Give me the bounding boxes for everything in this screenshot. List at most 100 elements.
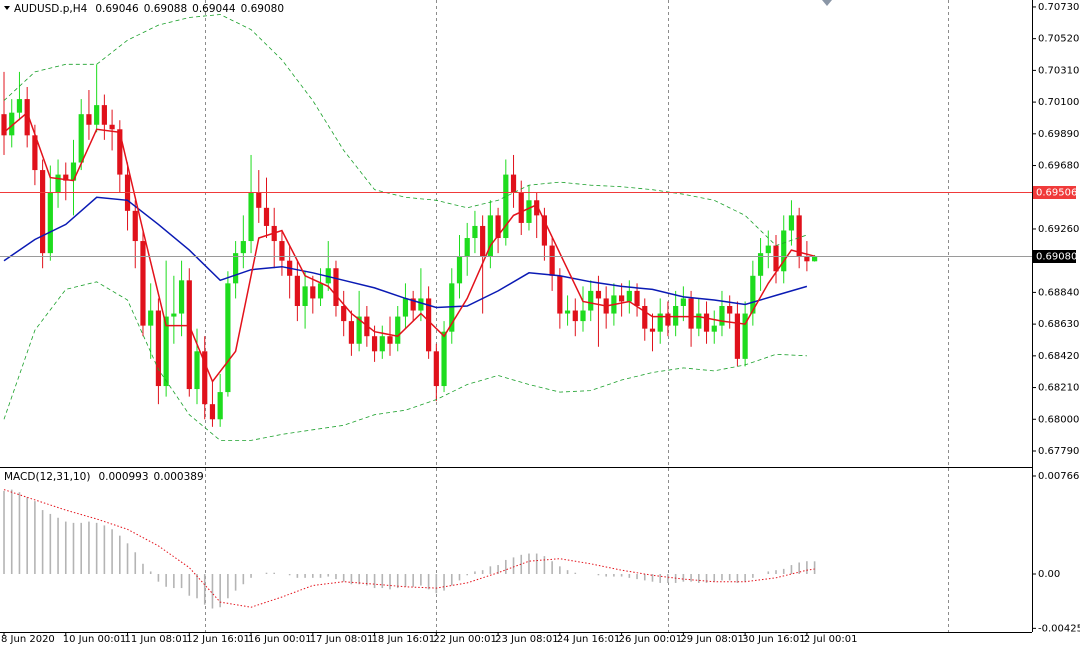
candle-body (109, 124, 115, 130)
candle-body (418, 298, 424, 311)
candle-body (256, 192, 262, 208)
candle-body (395, 316, 401, 344)
level-label-box (1033, 250, 1076, 263)
candle-body (557, 275, 563, 314)
candle-body (518, 192, 524, 223)
x-tick-label: 2 Jul 00:01 (804, 634, 858, 645)
candle-body (680, 298, 686, 306)
candle-body (32, 135, 38, 171)
y-tick-label: 0.68630 (1038, 319, 1079, 330)
candle-body (703, 313, 710, 332)
candle-body (426, 298, 432, 352)
candle-body (40, 170, 46, 254)
x-tick-label: 23 Jun 08:01 (495, 634, 559, 645)
candle-body (642, 305, 648, 329)
info-value: 0.69080 (241, 3, 284, 15)
candle-body (310, 286, 316, 299)
level-label-box (1033, 186, 1076, 199)
candle-body (804, 256, 810, 262)
candle-body (588, 290, 594, 311)
candle-body (132, 210, 138, 242)
candle-body (333, 268, 339, 306)
y-tick-label: 0.67790 (1038, 446, 1079, 457)
info-value: 0.69046 (95, 3, 139, 15)
candle-body (665, 313, 671, 326)
candle-body (456, 256, 463, 284)
x-tick-label: 26 Jun 00:01 (619, 634, 683, 645)
candle-body (503, 174, 509, 239)
candle-body (788, 215, 795, 231)
candle-body (711, 325, 717, 332)
candle-body (773, 245, 779, 272)
candle-body (16, 99, 23, 113)
candle-body (480, 225, 486, 257)
x-tick-label: 30 Jun 16:01 (742, 634, 806, 645)
x-tick-label: 11 Jun 08:01 (125, 634, 189, 645)
candle-body (371, 336, 378, 352)
candle-body (78, 114, 84, 163)
y-tick-label: 0.68000 (1038, 414, 1079, 425)
candle-body (449, 283, 455, 332)
candle-body (217, 392, 223, 420)
info-value: 0.000389 (154, 471, 204, 483)
candle-body (86, 114, 92, 125)
x-tick-label: 17 Jun 08:01 (310, 634, 374, 645)
candle-body (433, 351, 439, 387)
candle-body (117, 129, 123, 175)
y-tick-label: -0.004252 (1038, 623, 1080, 634)
y-tick-label: 0.69680 (1038, 161, 1079, 172)
candle-body (696, 313, 702, 329)
candle-body (472, 225, 478, 239)
info-value: 0.69044 (192, 3, 236, 15)
signal-line (3, 489, 815, 608)
candle-body (727, 305, 733, 314)
candle-body (294, 275, 300, 306)
candle-body (202, 351, 208, 405)
x-tick-label: 18 Jun 16:01 (372, 634, 436, 645)
candle-body (719, 305, 725, 326)
candle-body (549, 245, 555, 276)
x-tick-label: 10 Jun 00:01 (63, 634, 127, 645)
shift-marker[interactable] (822, 0, 832, 6)
candle-body (796, 215, 802, 257)
candle-body (317, 283, 324, 299)
candle-body (9, 112, 15, 136)
candle-body (55, 174, 61, 193)
candle-body (402, 298, 409, 317)
y-tick-label: 0.68840 (1038, 287, 1079, 298)
candle-body (487, 215, 493, 257)
candle-body (564, 310, 571, 314)
y-tick-label: 0.007666 (1038, 471, 1080, 482)
info-value: 0.69088 (144, 3, 187, 15)
candle-body (495, 215, 501, 239)
candle-body (734, 313, 741, 359)
x-tick-label: 22 Jun 00:01 (433, 634, 497, 645)
candle-body (148, 310, 154, 326)
candle-body (94, 105, 100, 125)
candle-body (163, 316, 169, 387)
candle-body (70, 162, 77, 181)
candle-body (24, 99, 30, 136)
candle-body (742, 313, 748, 359)
candle-body (348, 321, 355, 344)
symbol-title: AUDUSD.p,H4 (14, 3, 88, 15)
moving-average (3, 111, 815, 383)
x-tick-label: 16 Jun 00:01 (248, 634, 312, 645)
candle-body (101, 105, 107, 125)
candle-body (750, 275, 756, 314)
candle-body (765, 245, 771, 254)
candle-body (673, 305, 679, 326)
candle-body (263, 207, 270, 226)
candle-body (812, 256, 818, 262)
candle-body (619, 295, 625, 302)
y-tick-label: 0.70310 (1038, 65, 1079, 76)
x-tick-label: 12 Jun 16:01 (186, 634, 250, 645)
candle-body (171, 313, 177, 317)
candle-body (526, 200, 532, 223)
menu-arrow[interactable] (4, 6, 10, 10)
candle-body (626, 290, 632, 302)
y-tick-label: 0.69890 (1038, 129, 1079, 140)
x-tick-label: 24 Jun 16:01 (557, 634, 621, 645)
macd-title: MACD(12,31,10) (4, 471, 90, 483)
